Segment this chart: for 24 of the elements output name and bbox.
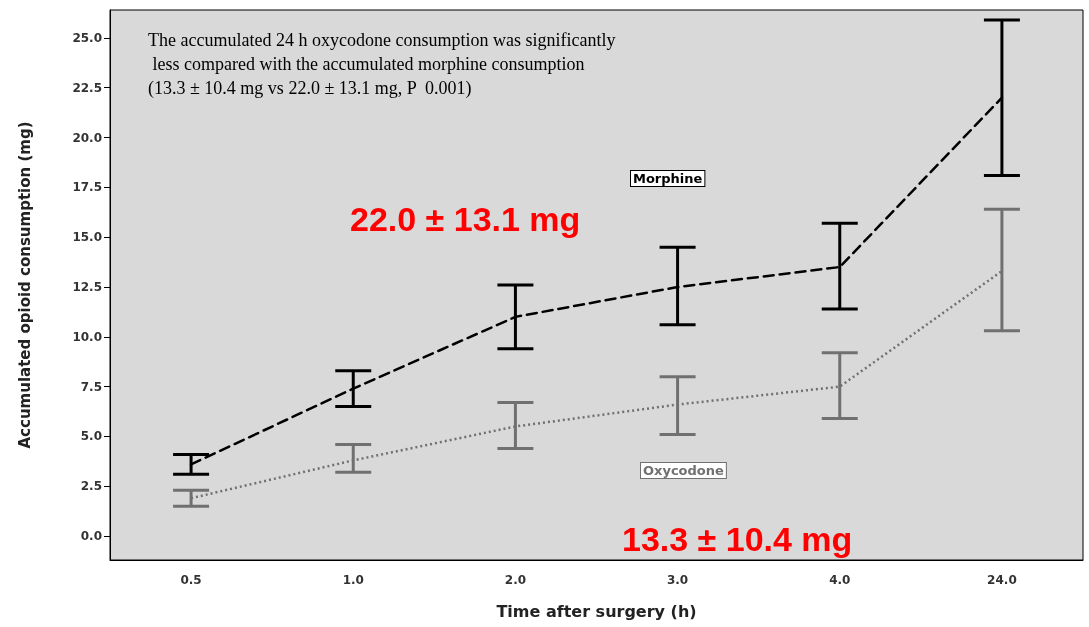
- y-tick-label: 15.0: [72, 230, 102, 245]
- y-tick-label: 7.5: [80, 379, 102, 394]
- y-axis-title: Accumulated opioid consumption (mg): [15, 121, 34, 449]
- x-tick-label: 24.0: [987, 573, 1017, 587]
- y-tick-label: 17.5: [72, 180, 102, 195]
- annotation: 13.3 ± 10.4 mg: [622, 520, 853, 558]
- y-tick-label: 10.0: [72, 329, 102, 344]
- x-tick-label: 3.0: [666, 573, 689, 587]
- y-tick-label: 12.5: [72, 279, 102, 294]
- y-tick-label: 0.0: [80, 529, 102, 544]
- y-tick-label: 20.0: [72, 130, 102, 145]
- text: Oxycodone: [643, 463, 725, 478]
- y-tick-label: 25.0: [72, 30, 102, 45]
- y-tick-label: 2.5: [80, 479, 102, 494]
- x-tick-label: 1.0: [342, 573, 364, 587]
- x-tick-label: 4.0: [829, 573, 851, 587]
- annotation: The accumulated 24 h oxycodone consumption was significantly less compared with the accumulated morphine consumption (13.3 ± 10.4 mg vs 22.0 ± 13.1 mg, P 0.001): [148, 30, 616, 99]
- x-tick-label: 2.0: [504, 573, 527, 587]
- text: Morphine: [633, 171, 703, 186]
- annotation: 22.0 ± 13.1 mg: [350, 200, 581, 238]
- y-tick-label: 5.0: [80, 429, 102, 444]
- x-axis-title: Time after surgery (h): [496, 601, 697, 621]
- y-tick-label: 22.5: [72, 80, 102, 95]
- x-tick-label: 0.5: [180, 573, 202, 587]
